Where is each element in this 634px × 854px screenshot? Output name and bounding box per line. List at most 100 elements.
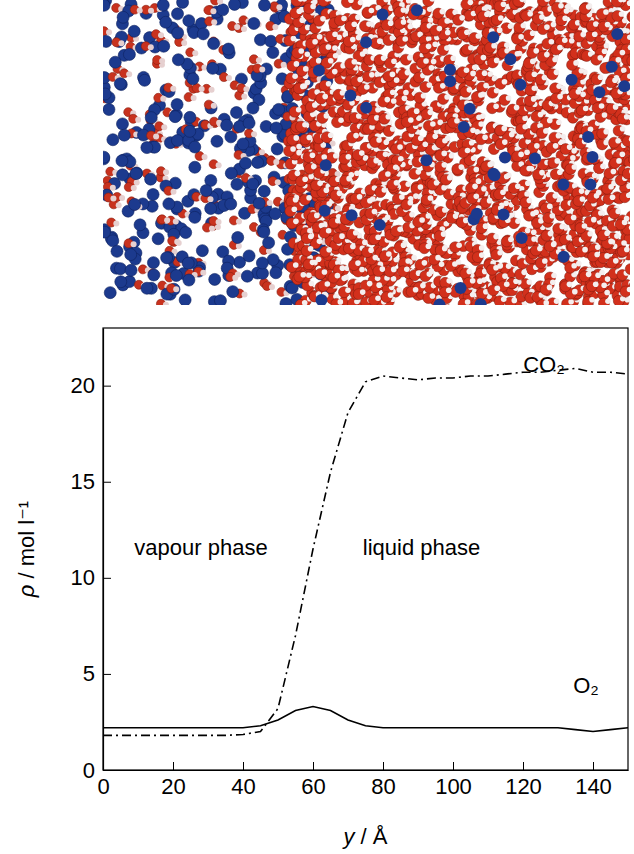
molecule [171, 99, 183, 111]
molecule [267, 254, 279, 266]
molecule-atom [305, 52, 311, 58]
molecule-atom [153, 134, 159, 140]
molecule-atom [113, 220, 119, 226]
molecule [258, 185, 270, 197]
molecule [172, 27, 184, 39]
molecule-atom [242, 292, 248, 298]
molecule [209, 273, 221, 285]
molecule-atom [627, 0, 633, 6]
molecule [229, 0, 241, 10]
molecule [141, 142, 153, 154]
molecule-atom [164, 217, 170, 223]
molecule-atom [241, 93, 247, 99]
molecule [189, 161, 201, 173]
molecule-atom [551, 273, 557, 279]
molecule-atom [148, 44, 154, 50]
molecule-atom [506, 263, 512, 269]
molecule [170, 269, 182, 281]
molecule [182, 257, 194, 269]
molecule-atom [266, 248, 272, 254]
molecule-atom [571, 148, 577, 154]
molecule-atom [191, 95, 197, 101]
molecule-atom [317, 239, 323, 245]
molecule [253, 197, 265, 209]
molecule-atom [259, 66, 265, 72]
molecule-atom [521, 23, 527, 29]
molecule-atom [163, 302, 169, 308]
molecule [225, 167, 237, 179]
molecule [118, 129, 130, 141]
molecule [241, 270, 253, 282]
molecule [189, 211, 201, 223]
molecule [123, 48, 135, 60]
molecule-atom [243, 86, 249, 92]
molecule [172, 54, 184, 66]
molecule [258, 0, 270, 11]
molecule [267, 47, 279, 59]
molecule [145, 173, 157, 185]
molecule-atom [580, 79, 586, 85]
molecule [189, 141, 201, 153]
molecule-atom [630, 85, 634, 91]
molecule [160, 16, 172, 28]
molecule [258, 226, 270, 238]
molecule [128, 25, 140, 37]
molecule [197, 28, 209, 40]
molecule [247, 178, 259, 190]
molecule [98, 151, 110, 163]
molecule-atom [267, 200, 273, 206]
molecule [98, 226, 110, 238]
molecule [254, 34, 266, 46]
molecule-atom [472, 65, 478, 71]
molecule-atom [170, 189, 176, 195]
molecule [177, 0, 189, 8]
molecule-atom [173, 219, 179, 225]
molecule-atom [119, 195, 125, 201]
molecule-atom [625, 297, 631, 303]
molecule-atom [525, 228, 531, 234]
molecule-atom [226, 75, 232, 81]
molecule-atom [354, 171, 360, 177]
molecule [222, 43, 234, 55]
molecule [205, 203, 217, 215]
molecule [263, 237, 275, 249]
molecule [130, 168, 142, 180]
molecule [147, 257, 159, 269]
molecule-atom [251, 131, 257, 137]
molecule-atom [275, 179, 281, 185]
molecule [248, 17, 260, 29]
molecule [179, 294, 191, 306]
molecule [180, 227, 192, 239]
molecule [247, 102, 259, 114]
molecule-atom [134, 180, 140, 186]
molecule [265, 35, 277, 47]
molecule-atom [211, 19, 217, 25]
molecule [208, 38, 220, 50]
molecule-atom [614, 233, 620, 239]
molecule [147, 189, 159, 201]
molecule [114, 78, 126, 90]
molecule [115, 276, 127, 288]
molecule [104, 287, 116, 299]
molecule [99, 88, 111, 100]
molecule-atom [403, 90, 409, 96]
molecule-atom [508, 23, 514, 29]
molecule-atom [439, 261, 445, 267]
molecule-atom [148, 8, 154, 14]
molecule-atom [159, 58, 165, 64]
molecule [141, 282, 153, 294]
molecule [221, 119, 233, 131]
molecule [207, 62, 219, 74]
molecule-atom [444, 45, 450, 51]
molecule [243, 250, 255, 262]
molecule-atom [202, 154, 208, 160]
molecule [161, 252, 173, 264]
molecule-atom [566, 235, 572, 241]
molecule-atom [531, 229, 537, 235]
molecule-atom [118, 40, 124, 46]
molecule-atom [621, 67, 627, 73]
molecule [148, 269, 160, 281]
molecule [171, 135, 183, 147]
molecule-atom [232, 275, 238, 281]
molecule [200, 185, 212, 197]
